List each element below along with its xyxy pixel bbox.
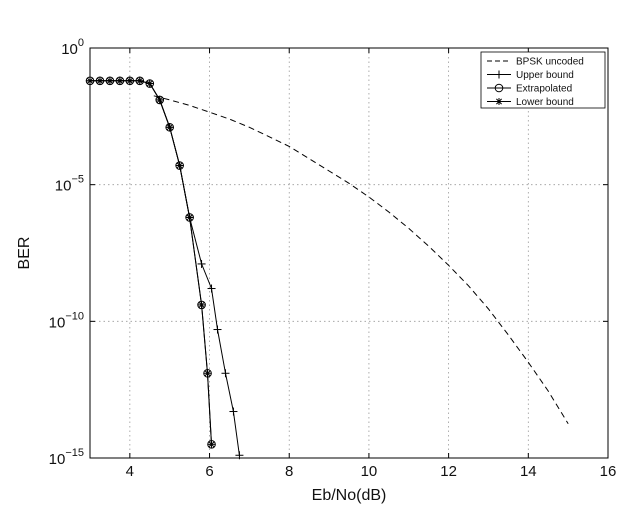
data-point [86,77,94,85]
data-point [106,77,114,85]
marker-stroke [97,77,103,84]
data-point [146,80,154,88]
series-lower-bound [86,77,216,448]
axis-ticks: 4 6 8 10 12 14 16 100 10−5 10−10 10−15 [49,37,617,480]
data-point [213,325,222,334]
legend-entry-bpsk-uncoded: BPSK uncoded [487,57,584,68]
x-tick-label: 12 [440,463,457,480]
data-point [165,122,174,132]
data-point [176,162,184,170]
legend: BPSK uncoded Upper bound Extrapolated Lower… [480,51,606,109]
marker-stroke [106,77,113,84]
data-point [207,284,216,293]
marker-stroke [116,77,123,84]
data-point [186,213,194,221]
legend-label: Lower bound [516,97,574,108]
data-point [229,407,238,416]
y-axis-label: BER [16,237,33,270]
plot-area [89,47,609,459]
x-tick-label: 16 [600,463,617,480]
x-tick-label: 4 [126,463,134,480]
marker-stroke [204,370,211,377]
marker-stroke [186,214,193,221]
marker-stroke [176,162,183,169]
marker-stroke [208,441,215,448]
x-tick-label: 8 [285,463,293,480]
data-point [155,95,165,105]
data-point [208,440,216,448]
data-point [96,77,104,85]
marker-circle [145,79,155,88]
marker-stroke [496,98,502,105]
marker-stroke [198,301,205,308]
data-point [175,161,184,170]
marker-stroke [146,80,153,87]
data-point [198,301,206,309]
legend-entry-lower-bound: Lower bound [487,97,574,108]
legend-label: Extrapolated [516,84,572,95]
marker-circle [155,95,165,105]
grid-lines [90,48,608,458]
y-tick-label: 10−15 [49,447,84,468]
x-tick-label: 10 [361,463,378,480]
data-point [156,96,164,104]
legend-label: BPSK uncoded [516,57,584,68]
legend-label: Upper bound [516,70,574,81]
data-point [116,77,124,85]
data-point [197,259,206,268]
x-axis-label: Eb/No(dB) [312,487,387,504]
marker-circle [494,83,504,93]
y-tick-label: 10−5 [55,174,84,195]
data-point [204,369,212,377]
marker-stroke [126,77,133,84]
x-tick-label: 14 [520,463,537,480]
marker-circle [175,161,184,170]
series-layer [85,76,569,460]
legend-marker [495,70,503,79]
legend-entry-extrapolated: Extrapolated [487,84,572,95]
data-point [221,369,230,378]
data-point [235,451,244,460]
marker-stroke [166,124,173,131]
marker-stroke [87,77,93,84]
legend-marker [494,83,504,93]
data-point [136,77,144,85]
data-point [166,123,174,131]
legend-marker [495,98,503,105]
data-point [126,77,134,85]
marker-circle [165,122,174,132]
x-tick-label: 6 [205,463,213,480]
data-point [145,79,155,88]
marker-stroke [136,77,143,84]
marker-stroke [156,96,163,103]
legend-entry-upper-bound: Upper bound [487,70,574,81]
y-tick-label: 10−10 [49,310,84,331]
y-tick-label: 100 [61,37,84,58]
legend-box [480,51,606,109]
